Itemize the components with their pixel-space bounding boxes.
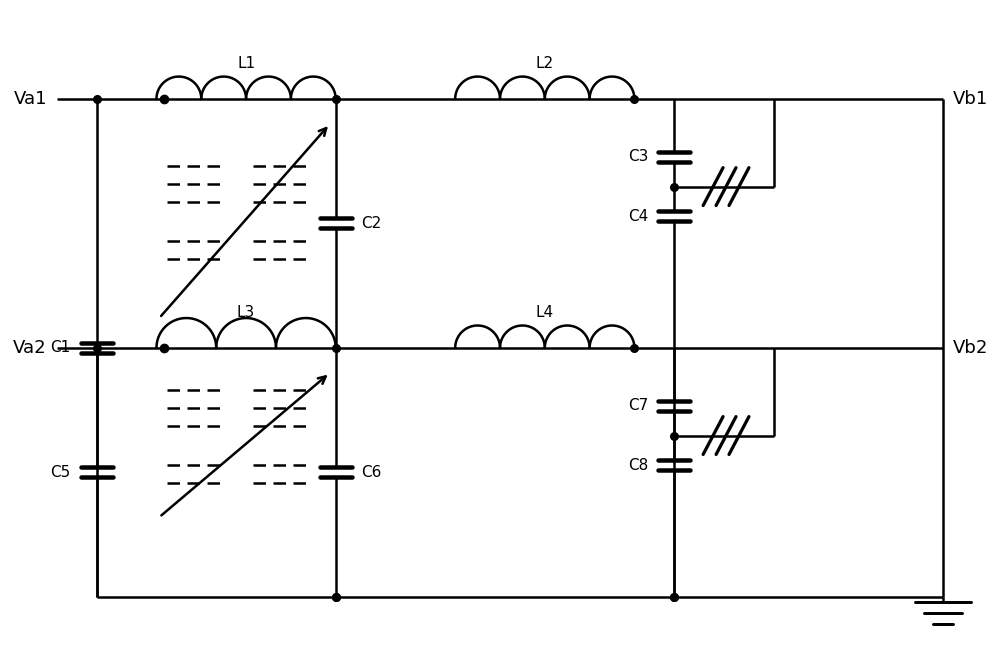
Text: L4: L4 [536, 305, 554, 320]
Text: L2: L2 [536, 56, 554, 71]
Text: C2: C2 [362, 216, 382, 231]
Text: C4: C4 [628, 209, 648, 224]
Text: L3: L3 [237, 305, 255, 320]
Text: C8: C8 [628, 458, 648, 473]
Text: C5: C5 [51, 465, 71, 480]
Text: Vb2: Vb2 [953, 339, 988, 357]
Text: C7: C7 [628, 398, 648, 413]
Text: C1: C1 [51, 340, 71, 355]
Text: L1: L1 [237, 56, 255, 71]
Text: Va1: Va1 [13, 90, 47, 108]
Text: Va2: Va2 [13, 339, 47, 357]
Text: C6: C6 [362, 465, 382, 480]
Text: Vb1: Vb1 [953, 90, 988, 108]
Text: C3: C3 [628, 150, 648, 164]
